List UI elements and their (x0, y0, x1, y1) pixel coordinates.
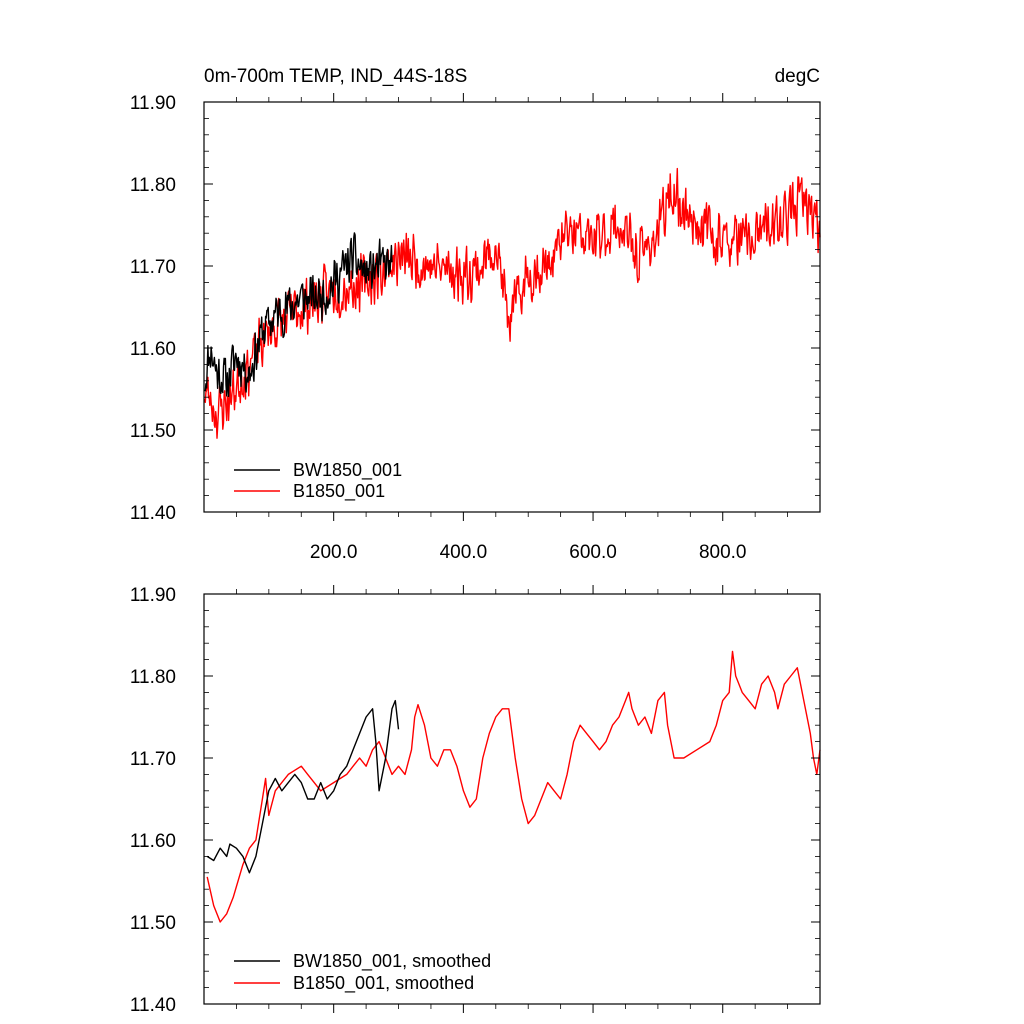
x-tick-label: 200.0 (310, 542, 358, 563)
y-tick-label: 11.70 (130, 749, 176, 770)
legend-label-b1850: B1850_001 (293, 481, 385, 502)
bottom-panel: 11.40 11.50 11.60 11.70 11.80 11.90 BW1850_00… (130, 585, 821, 1016)
bottom-panel-axes: 11.40 11.50 11.60 11.70 11.80 11.90 (130, 585, 820, 1016)
series-line-bw1850-001-smoothed (206, 699, 400, 874)
legend-label-bw1850: BW1850_001 (293, 460, 402, 481)
x-tick-label: 800.0 (699, 542, 747, 563)
y-tick-label: 11.50 (130, 421, 176, 442)
x-tick-label: 600.0 (569, 542, 617, 563)
y-tick-label: 11.70 (130, 257, 176, 278)
legend-label-bw1850-smoothed: BW1850_001, smoothed (293, 951, 491, 972)
y-tick-label: 11.90 (130, 93, 176, 114)
top-panel-frame (203, 101, 821, 513)
y-tick-label: 11.80 (130, 175, 176, 196)
bottom-panel-plot-area (206, 650, 821, 923)
y-tick-label: 11.40 (130, 995, 176, 1016)
y-tick-label: 11.90 (130, 585, 176, 606)
series-line-b1850-001 (203, 167, 821, 439)
top-panel-legend: BW1850_001 B1850_001 (234, 460, 402, 502)
series-line-bw1850-001 (204, 232, 393, 398)
series-line-b1850-001-smoothed (206, 650, 821, 923)
top-panel-units: degC (775, 66, 820, 87)
top-panel-axes: 11.40 11.50 11.60 11.70 11.80 11.90 200.0 400.0… (130, 93, 820, 563)
y-tick-label: 11.80 (130, 667, 176, 688)
legend-label-b1850-smoothed: B1850_001, smoothed (293, 973, 474, 994)
y-tick-label: 11.60 (130, 831, 176, 852)
y-tick-label: 11.50 (130, 913, 176, 934)
bottom-panel-legend: BW1850_001, smoothed B1850_001, smoothed (234, 951, 491, 994)
x-tick-label: 400.0 (440, 542, 488, 563)
y-tick-label: 11.60 (130, 339, 176, 360)
top-panel-plot-area (203, 167, 821, 439)
y-tick-label: 11.40 (130, 503, 176, 524)
top-panel-title: 0m-700m TEMP, IND_44S-18S (204, 66, 467, 87)
top-panel: 0m-700m TEMP, IND_44S-18S degC 11.40 11.5… (130, 66, 821, 563)
bottom-panel-frame (203, 593, 821, 1005)
